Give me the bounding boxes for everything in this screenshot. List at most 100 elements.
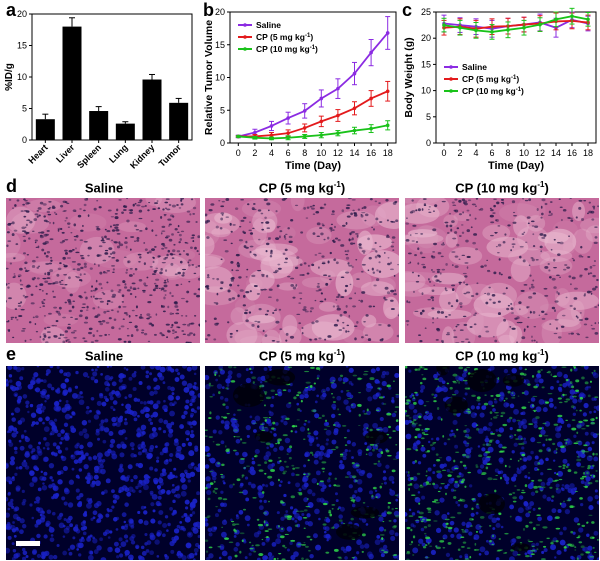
y-tick-label: 5 [220,105,225,115]
nucleus [124,283,127,286]
nucleus [566,266,571,269]
nucleus [485,301,489,305]
nucleus [452,204,457,207]
dapi-nucleus [267,463,274,470]
apoptosis-signal [502,450,505,453]
nucleus [116,233,121,235]
nucleus [421,309,425,313]
dapi-nucleus [253,429,257,433]
dapi-nucleus [173,538,177,543]
nucleus [65,339,68,342]
apoptosis-signal [459,498,462,501]
dapi-nucleus [100,373,103,376]
nucleus [390,261,393,265]
nucleus [547,263,550,265]
nucleus [87,331,92,335]
dapi-nucleus [314,413,320,419]
dapi-nucleus [498,427,505,433]
dapi-nucleus [112,499,117,504]
nucleus [371,267,374,271]
nucleus [391,241,395,243]
dapi-nucleus [126,491,132,497]
dapi-nucleus [137,462,144,469]
nucleus [592,274,596,278]
nucleus [148,316,152,318]
nucleus [275,210,278,213]
nucleus [509,326,512,328]
nucleus [495,246,498,248]
apoptosis-signal [498,538,502,540]
dapi-nucleus [112,408,116,412]
dapi-nucleus [385,371,390,376]
nucleus [307,264,310,267]
nucleus [330,228,333,232]
dapi-nucleus [261,384,265,388]
apoptosis-signal [334,477,338,480]
dapi-nucleus [138,556,145,560]
apoptosis-signal [387,505,390,509]
dapi-nucleus [169,471,173,475]
dapi-nucleus [160,489,166,494]
apoptosis-signal [570,505,576,508]
tissue-region [252,218,268,245]
dapi-nucleus [509,427,513,431]
dapi-nucleus [158,502,162,507]
tissue-region [6,206,36,234]
dapi-nucleus [153,377,158,382]
apoptosis-signal [551,540,555,542]
nucleus [348,264,353,267]
nucleus [35,285,38,288]
dapi-nucleus [159,451,164,456]
nucleus [349,232,352,236]
nucleus [22,294,25,297]
apoptosis-signal [331,448,337,451]
apoptosis-signal [479,515,485,519]
nucleus [285,339,288,342]
dapi-nucleus [299,409,302,413]
nucleus [77,214,82,218]
dapi-nucleus [154,468,158,472]
apoptosis-signal [452,380,457,383]
nucleus [440,255,444,258]
nucleus [521,233,525,235]
nucleus [205,319,207,323]
nucleus [484,326,489,328]
apoptosis-signal [373,463,378,465]
dapi-nucleus [143,520,149,526]
apoptosis-signal [431,500,437,503]
apoptosis-signal [465,410,471,412]
dapi-nucleus [367,396,373,402]
apoptosis-signal [565,465,569,469]
dapi-nucleus [215,415,220,420]
nucleus [302,274,305,276]
apoptosis-signal [491,544,495,546]
nucleus [469,213,471,217]
apoptosis-signal [492,478,498,480]
dapi-nucleus [551,508,557,514]
nucleus [320,292,324,295]
nucleus [511,200,516,204]
nucleus [454,255,459,258]
apoptosis-signal [306,498,309,500]
nucleus [168,223,172,226]
nucleus [323,203,327,206]
dapi-nucleus [118,385,124,391]
apoptosis-signal [433,396,437,399]
apoptosis-signal [407,483,413,486]
nucleus [571,276,576,280]
dapi-nucleus [48,525,52,529]
dapi-nucleus [550,385,554,390]
dapi-nucleus [348,409,352,413]
apoptosis-signal [511,397,516,399]
nucleus [54,281,59,284]
dapi-nucleus [549,402,554,408]
dapi-nucleus [193,526,197,530]
nucleus [414,310,419,313]
apoptosis-signal [361,550,364,553]
nucleus [475,205,477,207]
nucleus [534,225,539,229]
dapi-nucleus [14,393,18,397]
nucleus [174,331,178,333]
nucleus [417,208,421,212]
apoptosis-signal [476,396,481,400]
